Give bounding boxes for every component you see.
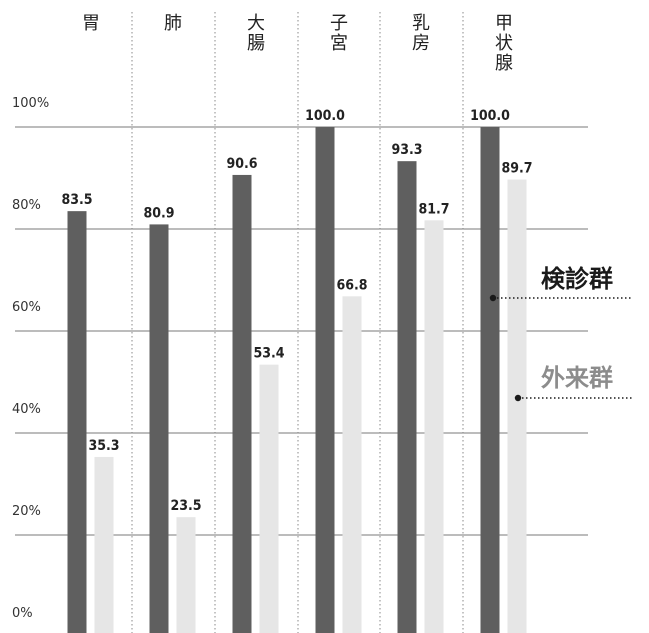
- data-label: 100.0: [470, 108, 510, 124]
- data-label: 23.5: [170, 498, 201, 514]
- bar: [94, 456, 114, 633]
- category-label: 房: [412, 33, 430, 54]
- data-label: 90.6: [226, 156, 257, 172]
- y-tick-label: 20%: [12, 504, 41, 519]
- data-label: 93.3: [391, 142, 422, 158]
- bar: [480, 127, 500, 633]
- bar: [67, 211, 87, 633]
- data-label: 53.4: [253, 346, 284, 362]
- data-label: 83.5: [61, 192, 92, 208]
- category-label: 子: [330, 13, 348, 34]
- category-label: 肺: [164, 13, 182, 34]
- category-label: 乳: [412, 13, 430, 34]
- bar: [259, 364, 279, 633]
- data-label: 66.8: [336, 277, 367, 293]
- bar: [397, 161, 417, 633]
- category-label: 状: [495, 33, 513, 54]
- data-label: 81.7: [418, 201, 449, 217]
- data-label: 35.3: [88, 438, 119, 454]
- y-tick-label: 40%: [12, 402, 41, 417]
- data-label: 100.0: [305, 108, 345, 124]
- category-label: 腺: [495, 53, 513, 74]
- bar: [149, 224, 169, 633]
- bar: [176, 517, 196, 633]
- y-tick-label: 0%: [12, 606, 33, 621]
- bar: [315, 127, 335, 633]
- y-tick-label: 100%: [12, 96, 49, 111]
- bar: [424, 220, 444, 633]
- legend-label: 検診群: [541, 265, 613, 293]
- bar: [507, 179, 527, 633]
- category-label: 胃: [82, 13, 100, 34]
- category-label: 大: [247, 13, 265, 34]
- legend-label: 外来群: [541, 364, 613, 392]
- data-label: 80.9: [143, 205, 174, 221]
- bar: [342, 296, 362, 633]
- y-tick-label: 80%: [12, 198, 41, 213]
- data-label: 89.7: [501, 161, 532, 177]
- category-label: 甲: [495, 13, 513, 34]
- bar: [232, 174, 252, 633]
- y-tick-label: 60%: [12, 300, 41, 315]
- category-label: 宮: [330, 33, 348, 54]
- category-label: 腸: [247, 33, 265, 54]
